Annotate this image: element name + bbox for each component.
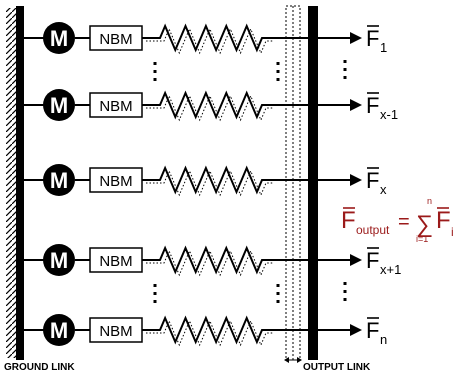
force-arrowhead <box>350 254 362 266</box>
force-label: F <box>366 168 379 193</box>
force-arrowhead <box>350 174 362 186</box>
motor-circle <box>43 244 75 276</box>
force-label: F <box>366 318 379 343</box>
spring <box>142 23 270 53</box>
ellipsis-dot <box>153 62 157 65</box>
spring-shadow <box>146 94 274 122</box>
motor-circle <box>43 22 75 54</box>
output-link-bar <box>308 6 318 360</box>
ellipsis-dot <box>276 70 280 73</box>
spring-shadow <box>146 319 274 347</box>
output-clearance-arrowhead-left <box>284 357 289 363</box>
motor-circle <box>43 164 75 196</box>
nbm-box <box>89 25 143 51</box>
ellipsis-dot <box>276 284 280 287</box>
equation-lhs-subscript: output <box>356 223 390 237</box>
ellipsis-dot <box>343 290 347 293</box>
spring <box>142 165 270 195</box>
ellipsis-dot <box>153 78 157 81</box>
force-arrowhead <box>350 324 362 336</box>
nbm-box <box>89 167 143 193</box>
force-label: F <box>366 93 379 118</box>
spring <box>142 90 270 120</box>
force-subscript: x <box>380 182 387 197</box>
force-subscript: x-1 <box>380 107 398 122</box>
force-label: F <box>366 248 379 273</box>
spring-shadow <box>146 169 274 197</box>
equation-sum-lower: i=1 <box>416 234 428 244</box>
spring-shadow <box>146 27 274 55</box>
force-subscript: 1 <box>380 40 387 55</box>
nbm-label: NBM <box>99 31 132 48</box>
ellipsis-dot <box>343 298 347 301</box>
equation-sum-upper: n <box>427 196 432 206</box>
equation-lhs: F <box>341 207 356 234</box>
motor-circle <box>43 314 75 346</box>
motor-label: M <box>50 318 68 343</box>
ellipsis-dot <box>276 78 280 81</box>
output-clearance-arrowhead-right <box>297 357 302 363</box>
equation-sum-symbol: ∑ <box>416 211 433 238</box>
nbm-label: NBM <box>99 253 132 270</box>
equation-rhs-subscript: i <box>451 225 454 239</box>
output-link-label: OUTPUT LINK <box>303 362 371 373</box>
motor-label: M <box>50 248 68 273</box>
motor-label: M <box>50 26 68 51</box>
ellipsis-dot <box>343 68 347 71</box>
ground-hatching <box>6 8 16 358</box>
ellipsis-dot <box>276 62 280 65</box>
motor-circle <box>43 89 75 121</box>
ellipsis-dot <box>276 300 280 303</box>
nbm-box <box>89 92 143 118</box>
actuator-row: M NBM F 1 <box>24 22 387 55</box>
nbm-label: NBM <box>99 173 132 190</box>
force-subscript: n <box>380 332 387 347</box>
force-arrowhead <box>350 99 362 111</box>
motor-label: M <box>50 168 68 193</box>
continuation-dots <box>153 60 347 303</box>
equation-lhs-symbol: F <box>341 207 356 234</box>
force-arrowhead <box>350 32 362 44</box>
equation-rhs: F <box>436 207 451 234</box>
ellipsis-dot <box>343 60 347 63</box>
nbm-label: NBM <box>99 98 132 115</box>
ground-link-bar <box>16 6 24 360</box>
ellipsis-dot <box>276 292 280 295</box>
equation-equals: = <box>398 211 410 233</box>
nbm-label: NBM <box>99 323 132 340</box>
spring <box>142 315 270 345</box>
ground-link-label: GROUND LINK <box>4 362 75 373</box>
ellipsis-dot <box>153 300 157 303</box>
ellipsis-dot <box>343 76 347 79</box>
spring <box>142 245 270 275</box>
spring-shadow <box>146 249 274 277</box>
motor-label: M <box>50 93 68 118</box>
ellipsis-dot <box>153 70 157 73</box>
force-subscript: x+1 <box>380 262 401 277</box>
ellipsis-dot <box>153 292 157 295</box>
nbm-box <box>89 247 143 273</box>
output-force-equation: F output = n ∑ i=1 F i <box>341 196 454 244</box>
ellipsis-dot <box>343 282 347 285</box>
force-label: F <box>366 26 379 51</box>
ellipsis-dot <box>153 284 157 287</box>
